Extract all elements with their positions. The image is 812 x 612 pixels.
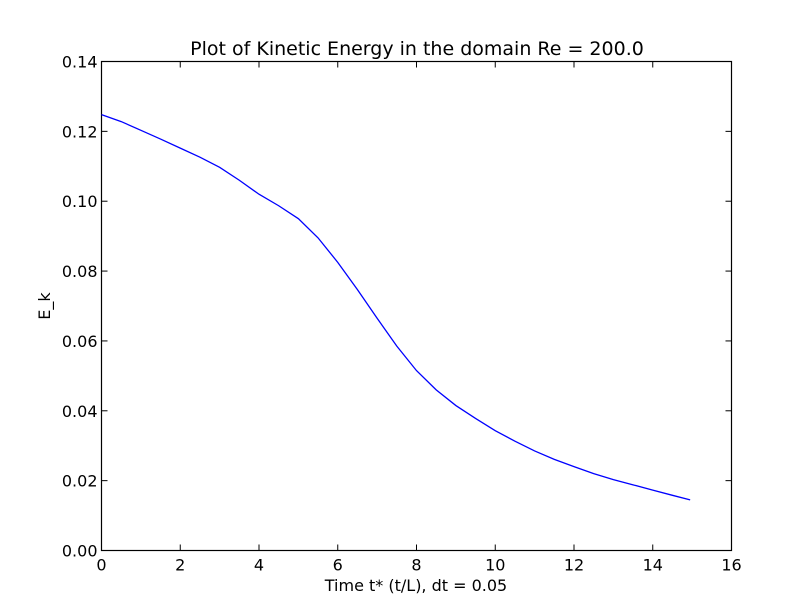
axis-ticks: 0 2 4 6 8 10 12 14 16 0.00 0.02 0.04 0.06 0.08 0.10 0.1… <box>62 53 742 575</box>
y-tick-label: 0.00 <box>62 542 98 561</box>
x-tick-label: 4 <box>254 556 264 575</box>
y-tick-label: 0.10 <box>62 192 98 211</box>
y-tick-label: 0.08 <box>62 262 98 281</box>
x-tick-label: 8 <box>411 556 421 575</box>
y-axis-label: E_k <box>35 292 55 320</box>
kinetic-energy-line <box>101 113 691 501</box>
y-tick-label: 0.14 <box>62 53 98 72</box>
x-tick-label: 14 <box>643 556 663 575</box>
x-tick-label: 2 <box>175 556 185 575</box>
y-tick-label: 0.12 <box>62 122 98 141</box>
chart-title: Plot of Kinetic Energy in the domain Re … <box>190 38 644 60</box>
x-axis-label: Time t* (t/L), dt = 0.05 <box>324 576 507 595</box>
y-tick-label: 0.06 <box>62 332 98 351</box>
x-tick-label: 10 <box>485 556 505 575</box>
plot-frame <box>100 60 733 552</box>
x-tick-label: 12 <box>564 556 584 575</box>
y-tick-label: 0.04 <box>62 402 98 421</box>
y-tick-label: 0.02 <box>62 472 98 491</box>
x-tick-label: 0 <box>96 556 106 575</box>
x-tick-label: 16 <box>721 556 741 575</box>
x-tick-label: 6 <box>333 556 343 575</box>
